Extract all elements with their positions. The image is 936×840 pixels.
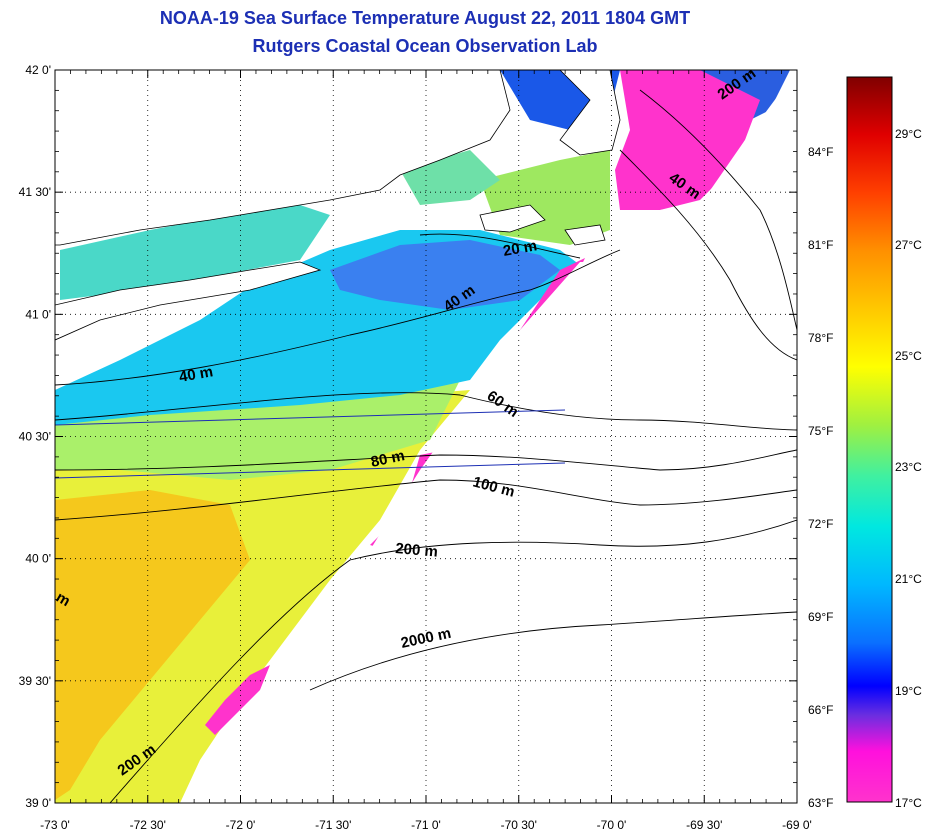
latitude-label: 41 30' <box>19 185 51 199</box>
celsius-label: 17°C <box>895 796 922 810</box>
longitude-label: -70 30' <box>501 818 537 832</box>
contour-100m <box>55 479 797 521</box>
mainland-coast <box>55 70 511 246</box>
fahrenheit-label: 72°F <box>808 517 833 531</box>
longitude-label: -71 30' <box>315 818 351 832</box>
fahrenheit-label: 66°F <box>808 703 833 717</box>
latitude-label: 42 0' <box>25 63 51 77</box>
marthas-vineyard <box>479 204 546 233</box>
nantucket <box>564 224 606 246</box>
longitude-label: -69 30' <box>686 818 722 832</box>
cape-cod <box>559 70 621 156</box>
longitude-label: -69 0' <box>782 818 812 832</box>
swath-lines <box>55 409 566 479</box>
fahrenheit-label: 78°F <box>808 331 833 345</box>
latitude-label: 39 30' <box>19 674 51 688</box>
celsius-label: 21°C <box>895 572 922 586</box>
swath-line-2 <box>55 462 566 479</box>
fahrenheit-label: 63°F <box>808 796 833 810</box>
no-data-offshore <box>190 262 797 803</box>
fahrenheit-label: 69°F <box>808 610 833 624</box>
contour-2000m <box>309 611 797 691</box>
swath-line-1 <box>55 409 566 426</box>
celsius-label: 25°C <box>895 349 922 363</box>
contour-60m <box>55 392 797 431</box>
contour-label: 80 m <box>369 447 406 471</box>
long-island-sound-water <box>60 205 330 300</box>
latitude-label: 40 0' <box>25 552 51 566</box>
contour-label: 20 m <box>502 237 539 260</box>
longitude-axis: -73 0' -72 30' -72 0' -71 30' -71 0' -70 30' -… <box>40 70 812 832</box>
latitude-label: 40 30' <box>19 430 51 444</box>
longitude-label: -73 0' <box>40 818 70 832</box>
fahrenheit-label: 81°F <box>808 238 833 252</box>
bathymetry-contours <box>55 89 797 803</box>
latitude-label: 39 0' <box>25 796 51 810</box>
sst-imagery <box>55 70 797 803</box>
cold-front-strip-3 <box>205 665 270 735</box>
no-data-northeast <box>600 70 797 262</box>
longitude-label: -72 30' <box>130 818 166 832</box>
map-title: NOAA-19 Sea Surface Temperature August 2… <box>159 8 691 28</box>
fahrenheit-label: 84°F <box>808 145 833 159</box>
celsius-label: 27°C <box>895 238 922 252</box>
temperature-colorbar <box>846 76 893 803</box>
longitude-label: -71 0' <box>411 818 441 832</box>
contour-200m <box>109 519 797 803</box>
map-grid <box>55 70 797 803</box>
contour-label: 40 m <box>178 363 215 386</box>
orange-water-region <box>55 490 250 800</box>
contour-40m <box>55 249 621 386</box>
contour-canyon-ne-2 <box>619 149 797 361</box>
fahrenheit-label: 75°F <box>808 424 833 438</box>
longitude-label: -72 0' <box>226 818 256 832</box>
latitude-axis: 42 0' 41 30' 41 0' 40 30' 40 0' 39 30' 39 0' <box>19 63 797 810</box>
celsius-label: 19°C <box>895 684 922 698</box>
map-subtitle: Rutgers Coastal Ocean Observation Lab <box>252 36 598 56</box>
contour-canyon-ne <box>639 89 797 331</box>
contour-label: 200 m <box>395 540 439 561</box>
long-island <box>55 261 322 341</box>
blue-water-region <box>330 240 560 310</box>
longitude-label: -70 0' <box>597 818 627 832</box>
contour-20m <box>419 233 581 259</box>
contour-80m <box>55 449 797 471</box>
celsius-label: 23°C <box>895 460 922 474</box>
celsius-label: 29°C <box>895 127 922 141</box>
cold-water-region <box>615 70 760 210</box>
colorbar-labels: 29°C 27°C 25°C 23°C 21°C 19°C 17°C 84°F … <box>808 127 922 810</box>
latitude-label: 41 0' <box>25 307 51 321</box>
